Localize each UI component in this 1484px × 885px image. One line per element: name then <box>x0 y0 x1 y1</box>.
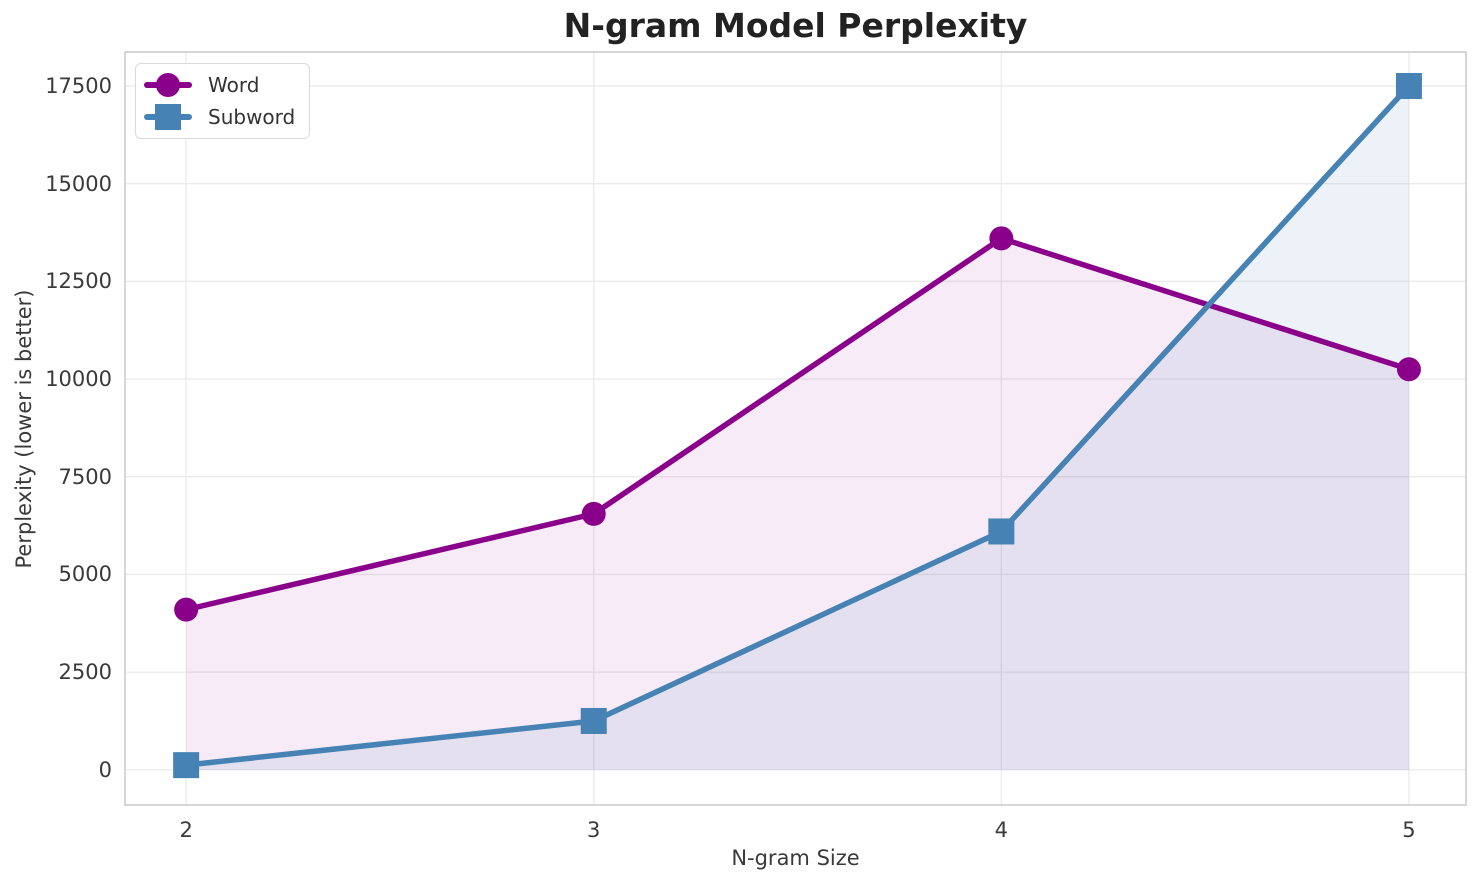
series-subword-area <box>186 85 1409 770</box>
y-tick-label-10000: 10000 <box>45 367 112 392</box>
data-point-subword-x3 <box>580 707 607 734</box>
legend-label: Word <box>208 73 260 97</box>
y-axis-label: Perplexity (lower is better) <box>12 289 36 569</box>
data-point-word-x5 <box>1396 357 1421 382</box>
x-axis-label: N-gram Size <box>731 846 860 870</box>
y-tick-label-12500: 12500 <box>45 269 112 294</box>
data-point-word-x2 <box>174 597 199 622</box>
word-circle-marker-icon <box>144 71 192 99</box>
legend-item-subword: Subword <box>144 102 295 132</box>
legend-label: Subword <box>208 105 296 129</box>
legend: Word Subword <box>135 63 311 139</box>
series-word-line <box>183 235 1412 613</box>
legend-item-word: Word <box>144 70 295 100</box>
legend-marker-circle <box>156 73 180 97</box>
data-point-subword-x4 <box>988 518 1015 545</box>
y-tick-label-0: 0 <box>98 757 112 782</box>
chart-title: N-gram Model Perplexity <box>563 6 1028 45</box>
x-tick-label-4: 4 <box>994 818 1009 842</box>
series-word-area <box>186 238 1409 770</box>
legend-marker-square <box>155 104 181 130</box>
y-tick-label-15000: 15000 <box>45 171 112 196</box>
data-point-subword-x5 <box>1395 72 1422 99</box>
y-tick-label-7500: 7500 <box>58 464 112 489</box>
x-tick-label-5: 5 <box>1402 818 1416 842</box>
series-subword-line <box>183 83 1412 768</box>
data-point-word-x4 <box>989 226 1014 251</box>
data-point-word-x3 <box>581 501 606 526</box>
y-tick-label-17500: 17500 <box>45 73 112 98</box>
subword-square-marker-icon <box>144 103 192 131</box>
y-tick-label-2500: 2500 <box>58 660 112 685</box>
data-point-subword-x2 <box>173 752 200 779</box>
plot-border <box>124 51 1467 806</box>
y-tick-label-5000: 5000 <box>58 562 112 587</box>
x-tick-label-2: 2 <box>179 818 193 842</box>
x-tick-label-3: 3 <box>587 818 601 842</box>
